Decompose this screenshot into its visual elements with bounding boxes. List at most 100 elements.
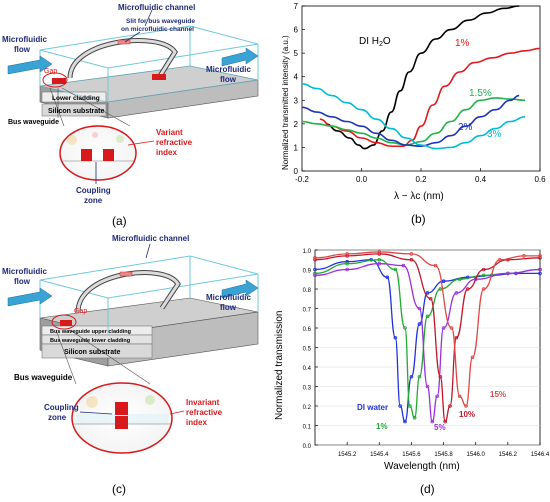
y-tick-label: 3 [294, 96, 299, 105]
series-point [470, 355, 475, 360]
d-label-15pct: 15% [490, 390, 506, 399]
series-point [438, 287, 443, 291]
panel-d-chart: 1545.2 1545.4 1545.6 1545.8 1546.0 1546.2 1546… [274, 249, 550, 496]
y-tick-label: 0.0 [303, 444, 312, 450]
b-legend-1pct: 1% [455, 38, 470, 49]
series-point [448, 404, 452, 408]
series-point [377, 250, 382, 254]
c-channel-label: Microfluidic channel [112, 234, 189, 243]
c-invariant-2: refractive [186, 408, 223, 417]
c-coupling-1: Coupling [44, 403, 79, 412]
x-tick-label: 1545.6 [402, 452, 421, 458]
series-line [314, 253, 541, 423]
series-point [385, 275, 390, 280]
x-tick-label: 1546.0 [467, 452, 486, 458]
series-point [313, 255, 317, 260]
c-bus-label: Bus waveguide [14, 373, 73, 382]
x-tick-label: 1545.8 [434, 452, 453, 458]
series-line [319, 47, 541, 148]
series-point [506, 271, 510, 276]
y-tick-label: 4 [294, 73, 299, 82]
series-point [481, 287, 486, 291]
b-ylabel: Normalized transmitted intensity (a.u.) [281, 35, 290, 170]
series-point [345, 267, 349, 272]
series-point [377, 261, 382, 266]
c-upper-cladding-label: Bus waveguide upper cladding [50, 329, 131, 335]
series-point [393, 335, 398, 340]
c-panel-label: (c) [112, 482, 126, 496]
y-tick-label: 0.5 [303, 347, 312, 353]
y-tick-label: 5 [294, 49, 299, 58]
series-point [438, 374, 443, 379]
x-tick-label: 0.4 [475, 175, 487, 184]
a-variant-1: Variant [156, 128, 183, 137]
c-flow-right-2: flow [220, 303, 237, 312]
x-tick-label: 1546.2 [499, 452, 518, 458]
coupling-zone-inset [59, 125, 137, 181]
series-point [345, 252, 349, 256]
panel-a-diagram: Microfluidic channel Slit for bus wavegu… [2, 3, 259, 228]
series-line [314, 251, 540, 407]
series-point [425, 291, 430, 295]
series-point [430, 419, 435, 424]
b-legend-3pct: 3% [487, 129, 502, 140]
series-point [425, 314, 430, 319]
c-lower-cladding-label: Bus waveguide lower cladding [50, 338, 130, 344]
series-point [408, 404, 412, 408]
c-gap-label: Gap [74, 308, 87, 315]
d-ylabel: Normalized transmission [274, 311, 285, 420]
y-tick-label: 0.1 [303, 425, 312, 431]
a-lower-cladding-label: Lower cladding [52, 95, 100, 102]
series-point [454, 291, 459, 295]
series-point [409, 252, 414, 256]
a-slit-label-2: on microfluidic channel [121, 26, 194, 33]
series-point [522, 254, 526, 258]
series-point [538, 267, 542, 272]
series-point [433, 263, 438, 268]
inset-ring-core [103, 149, 114, 161]
c-invariant-3: index [186, 418, 207, 427]
series-point [435, 394, 439, 399]
series-point [393, 267, 398, 272]
panel-b-chart: -0.2 0.0 0.2 0.4 0.6 0 1 2 3 4 5 6 7 Normalized tran… [281, 2, 546, 226]
series-line [314, 259, 541, 419]
series-point [425, 384, 430, 389]
a-coupling-2: zone [84, 196, 103, 205]
x-tick-label: 1546.4 [531, 452, 550, 458]
a-panel-label: (a) [112, 214, 127, 228]
d-panel-label: (d) [420, 482, 435, 496]
flow-arrow-right [221, 47, 259, 67]
series-point [441, 326, 446, 330]
y-tick-label: 0.2 [303, 405, 312, 411]
series-point [417, 322, 422, 326]
x-tick-label: 0.2 [415, 175, 427, 184]
c-flow-arrow-left [7, 287, 53, 307]
series-point [403, 419, 407, 424]
x-tick-label: -0.2 [295, 175, 309, 184]
series-point [538, 271, 542, 276]
a-gap-label: Gap [44, 68, 57, 75]
c-substrate-label: Silicon substrate [64, 349, 121, 356]
series-point [538, 254, 542, 258]
series-point [313, 273, 317, 278]
lower-cladding-layer [41, 91, 107, 103]
flow-arrow-left [7, 55, 53, 75]
x-tick-label: 0.0 [356, 175, 368, 184]
y-tick-label: 0.4 [303, 366, 312, 372]
b-xlabel: λ − λc (nm) [394, 191, 444, 202]
series-point [449, 326, 454, 330]
a-flow-right-2: flow [220, 75, 237, 84]
x-tick-label: 1545.4 [370, 452, 389, 458]
b-panel-label: (b) [411, 212, 426, 226]
panel-c-diagram: Microfluidic channel Microfluidic flow M… [2, 234, 259, 496]
y-tick-label: 1 [294, 143, 299, 152]
c-flow-arrow-right [221, 279, 259, 299]
series-point [409, 257, 414, 262]
series-point [401, 263, 406, 268]
series-point [457, 277, 462, 282]
series-point [481, 267, 486, 272]
series-point [417, 306, 422, 311]
series-point [443, 419, 447, 424]
d-label-diwater: DI water [357, 403, 388, 412]
series-line [325, 5, 520, 150]
